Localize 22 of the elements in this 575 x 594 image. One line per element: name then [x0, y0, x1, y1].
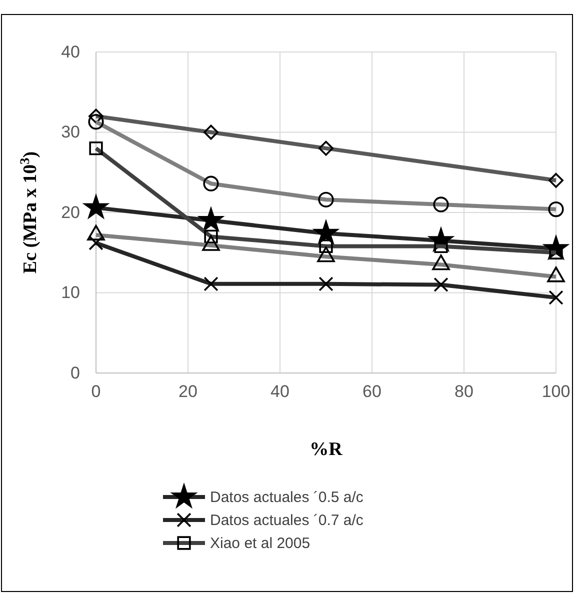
y-tick-label: 40	[61, 42, 80, 62]
y-tick-label: 10	[61, 283, 80, 302]
y-tick-label: 30	[61, 122, 80, 142]
x-tick-label: 100	[542, 382, 570, 402]
x-axis-title: %R	[310, 439, 343, 460]
x-tick-label: 80	[454, 382, 474, 402]
point	[548, 290, 564, 305]
y-tick-label: 20	[61, 202, 80, 222]
point	[434, 277, 448, 292]
legend-label: Datos actuales ´0.5 a/c	[210, 489, 364, 506]
point	[204, 276, 218, 292]
point	[84, 195, 108, 218]
legend-label: Datos actuales ´0.7 a/c	[210, 512, 364, 529]
point	[199, 208, 223, 231]
x-tick-label: 60	[362, 382, 382, 402]
x-tick-label: 40	[270, 382, 290, 402]
x-tick-label: 0	[91, 382, 101, 402]
point	[314, 220, 338, 244]
point	[318, 276, 334, 292]
y-tick-label: 0	[70, 363, 80, 382]
legend-label: Xiao et al 2005	[210, 535, 310, 552]
x-tick-label: 20	[178, 382, 198, 402]
